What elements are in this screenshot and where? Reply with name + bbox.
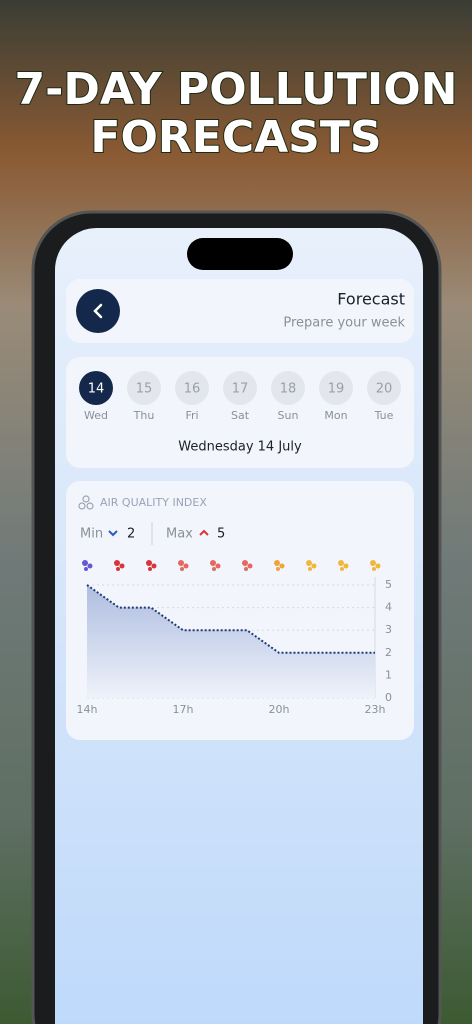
weekday: Tue — [374, 409, 394, 422]
day-number: 16 — [184, 382, 201, 397]
dot — [242, 560, 248, 566]
dot — [343, 563, 349, 569]
weekday: Thu — [133, 409, 155, 422]
dot — [82, 560, 88, 566]
header-title: Forecast — [337, 290, 405, 309]
day-circle[interactable] — [367, 371, 401, 405]
y-tick-label: 1 — [385, 668, 392, 681]
dot — [338, 560, 344, 566]
y-tick-label: 2 — [385, 646, 392, 659]
aqi-dot-icon — [146, 560, 157, 571]
dot — [119, 563, 125, 569]
aqi-dot-icon — [114, 560, 125, 571]
day-circle[interactable] — [271, 371, 305, 405]
dot — [215, 563, 221, 569]
aqi-dot-icon — [306, 560, 317, 571]
min-icon — [108, 530, 118, 537]
dot — [370, 560, 376, 566]
y-tick-label: 5 — [385, 578, 392, 591]
dot — [180, 567, 184, 571]
dot — [178, 560, 184, 566]
dot — [148, 567, 152, 571]
min-label: Min — [80, 527, 103, 542]
day-number: 17 — [232, 382, 249, 397]
dot — [375, 563, 381, 569]
back-icon — [93, 303, 103, 319]
dot — [146, 560, 152, 566]
aqi-dot-icon — [178, 560, 189, 571]
day-number: 18 — [280, 382, 297, 397]
max-icon — [199, 529, 209, 536]
day-circle[interactable] — [175, 371, 209, 405]
day-number: 20 — [376, 382, 393, 397]
dot — [116, 567, 120, 571]
x-tick-label: 20h — [269, 703, 290, 716]
dot — [311, 563, 317, 569]
dot — [274, 560, 280, 566]
aqi-dot-icon — [274, 560, 285, 571]
line — [86, 584, 375, 654]
aqi-dot-icon — [82, 560, 93, 571]
selected-date: Wednesday 14 July — [178, 440, 302, 455]
weekday: Mon — [324, 409, 347, 422]
day-circle[interactable] — [79, 371, 113, 405]
min-value: 2 — [127, 527, 135, 542]
weekday: Wed — [84, 409, 108, 422]
header-card — [66, 279, 414, 343]
day-circle[interactable] — [127, 371, 161, 405]
dot — [114, 560, 120, 566]
aqi-dot-icon — [210, 560, 221, 571]
aqi-chart: 0 1 2 3 4 5 14h 17h 20h 23h — [77, 560, 392, 716]
day-number: 14 — [88, 382, 105, 397]
dot — [84, 567, 88, 571]
max-value: 5 — [217, 527, 225, 542]
dynamic-island — [187, 238, 293, 270]
header-subtitle: Prepare your week — [283, 316, 405, 331]
dot — [306, 560, 312, 566]
dot — [212, 567, 216, 571]
aqi-icon — [78, 495, 94, 510]
dot — [210, 560, 216, 566]
dot — [151, 563, 157, 569]
x-tick-label: 23h — [365, 703, 386, 716]
headline: FORECASTS — [90, 112, 381, 163]
y-tick-label: 0 — [385, 691, 392, 704]
dot — [279, 563, 285, 569]
dot — [276, 567, 280, 571]
dot — [308, 567, 312, 571]
day-circle[interactable] — [223, 371, 257, 405]
dot — [183, 563, 189, 569]
weekday: Fri — [185, 409, 198, 422]
aqi-dot-icon — [242, 560, 253, 571]
dot — [247, 563, 253, 569]
x-tick-label: 14h — [77, 703, 98, 716]
y-tick-label: 3 — [385, 623, 392, 636]
dot — [244, 567, 248, 571]
aqi-dot-icon — [370, 560, 381, 571]
back-button[interactable] — [76, 289, 120, 333]
day-circle[interactable] — [319, 371, 353, 405]
day-number: 19 — [328, 382, 345, 397]
dot — [340, 567, 344, 571]
weekday: Sun — [278, 409, 299, 422]
headline: 7-DAY POLLUTION — [15, 64, 458, 115]
weekday: Sat — [231, 409, 250, 422]
aqi-title: AIR QUALITY INDEX — [100, 496, 207, 509]
day-number: 15 — [136, 382, 153, 397]
max-label: Max — [166, 527, 193, 542]
dot — [372, 567, 376, 571]
aqi-dot-icon — [338, 560, 349, 571]
day-list: 14 Wed 15 Thu 16 Fri 17 Sat 18 Sun 19 Mon 20 Tue — [79, 371, 401, 422]
x-tick-label: 17h — [173, 703, 194, 716]
dot — [87, 563, 93, 569]
y-tick-label: 4 — [385, 601, 392, 614]
